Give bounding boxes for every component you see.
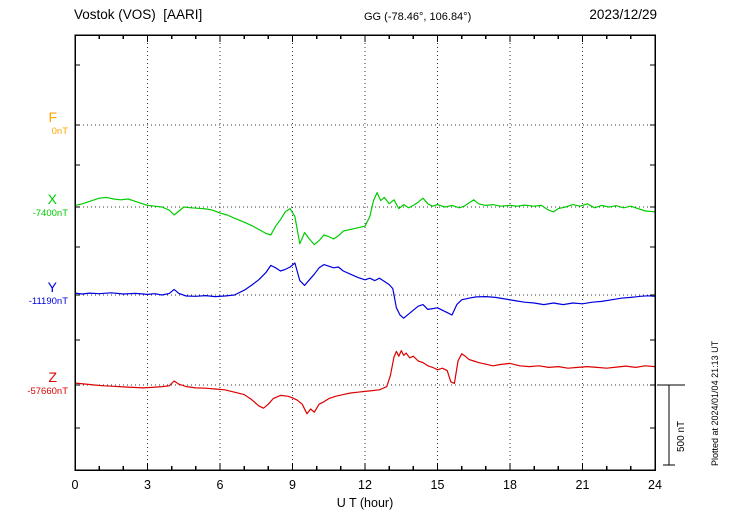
x-tick-label-12: 12 xyxy=(358,478,372,492)
component-baseline-Y: -11190nT xyxy=(28,296,68,307)
x-tick-label-9: 9 xyxy=(289,478,296,492)
scale-bar: 500 nT xyxy=(657,384,687,466)
component-letter-Y: Y xyxy=(47,279,57,295)
scale-bar-label: 500 nT xyxy=(676,421,687,452)
grid-lines xyxy=(75,35,655,470)
component-label-Y: Y -11190nT xyxy=(0,280,68,307)
x-tick-label-15: 15 xyxy=(431,478,445,492)
component-baseline-F: 0nT xyxy=(51,126,68,137)
component-label-X: X -7400nT xyxy=(0,192,68,219)
component-baseline-X: -7400nT xyxy=(32,208,68,219)
traces xyxy=(74,192,656,415)
component-letter-X: X xyxy=(47,191,57,207)
x-tick-label-3: 3 xyxy=(144,478,151,492)
x-tick-label-0: 0 xyxy=(72,478,79,492)
plot-timestamp: Plotted at 2024/01/04 21:13 UT xyxy=(710,340,720,466)
geographic-coordinates: GG (-78.46°, 106.84°) xyxy=(364,11,472,23)
component-label-Z: Z -57660nT xyxy=(0,370,68,397)
trace-Z xyxy=(74,350,656,415)
trace-X xyxy=(74,192,656,246)
x-tick-label-6: 6 xyxy=(217,478,224,492)
plot-frame xyxy=(74,34,656,471)
x-tick-label-24: 24 xyxy=(648,478,662,492)
x-tick-label-18: 18 xyxy=(503,478,517,492)
component-baseline-Z: -57660nT xyxy=(27,386,68,397)
plot-date: 2023/12/29 xyxy=(589,7,657,22)
component-letter-F: F xyxy=(48,109,57,125)
component-label-F: F 0nT xyxy=(0,110,68,137)
x-tick-label-21: 21 xyxy=(576,478,590,492)
x-tick-labels: 0 3 6 9 12 15 18 21 24 xyxy=(72,478,662,492)
x-axis-label: U T (hour) xyxy=(337,496,394,510)
station-title: Vostok (VOS) [AARI] xyxy=(74,7,203,22)
trace-Y xyxy=(74,262,656,319)
component-letter-Z: Z xyxy=(48,369,57,385)
axis-ticks xyxy=(75,35,655,470)
